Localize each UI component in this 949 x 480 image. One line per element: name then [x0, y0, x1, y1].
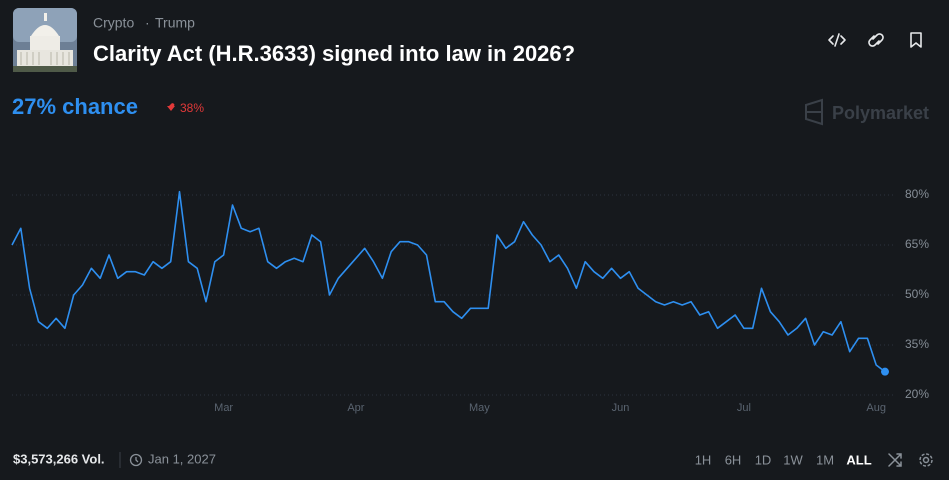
y-tick-label: 65% — [905, 237, 929, 251]
brand-name: Polymarket — [832, 103, 929, 123]
embed-button[interactable] — [828, 33, 846, 47]
x-tick-label: Apr — [347, 402, 364, 414]
breadcrumb[interactable]: Trump — [155, 15, 195, 31]
settings-button[interactable] — [919, 453, 933, 467]
range-button[interactable]: 6H — [725, 452, 742, 467]
bookmark-button[interactable] — [910, 32, 922, 48]
separator: · — [145, 15, 150, 31]
range-button[interactable]: 1W — [783, 452, 803, 467]
x-tick-label: Aug — [866, 402, 886, 414]
last-point — [881, 367, 889, 376]
odds-label: 27% chance — [12, 94, 138, 119]
range-button[interactable]: 1M — [816, 452, 834, 467]
price-line — [11, 190, 886, 373]
price-chart: 20% 35% 50% 65% 80% Mar Apr May Jun Jul Aug — [11, 187, 929, 414]
change-down-arrow — [167, 106, 175, 111]
market-thumbnail — [13, 8, 77, 72]
y-tick-label: 50% — [905, 287, 929, 301]
breadcrumb[interactable]: Crypto — [93, 15, 134, 31]
clock-icon — [129, 453, 143, 467]
odds-change: 38% — [180, 101, 204, 115]
x-tick-label: Mar — [214, 402, 233, 414]
y-tick-label: 20% — [905, 387, 929, 401]
copy-link-button[interactable] — [868, 33, 884, 47]
end-date: Jan 1, 2027 — [148, 451, 216, 466]
market-title: Clarity Act (H.R.3633) signed into law i… — [93, 41, 575, 66]
x-tick-label: Jun — [612, 402, 630, 414]
shuffle-button[interactable] — [888, 453, 902, 467]
y-tick-label: 80% — [905, 187, 929, 201]
x-tick-label: May — [469, 402, 490, 414]
range-button[interactable]: 1H — [695, 452, 712, 467]
range-button[interactable]: 1D — [755, 452, 772, 467]
volume: $3,573,266 Vol. — [13, 451, 105, 466]
range-selector: 1H 6H 1D 1W 1M ALL — [695, 452, 872, 467]
y-tick-label: 35% — [905, 337, 929, 351]
brand-logo — [805, 98, 823, 126]
range-button[interactable]: ALL — [846, 452, 871, 467]
x-tick-label: Jul — [737, 402, 751, 414]
